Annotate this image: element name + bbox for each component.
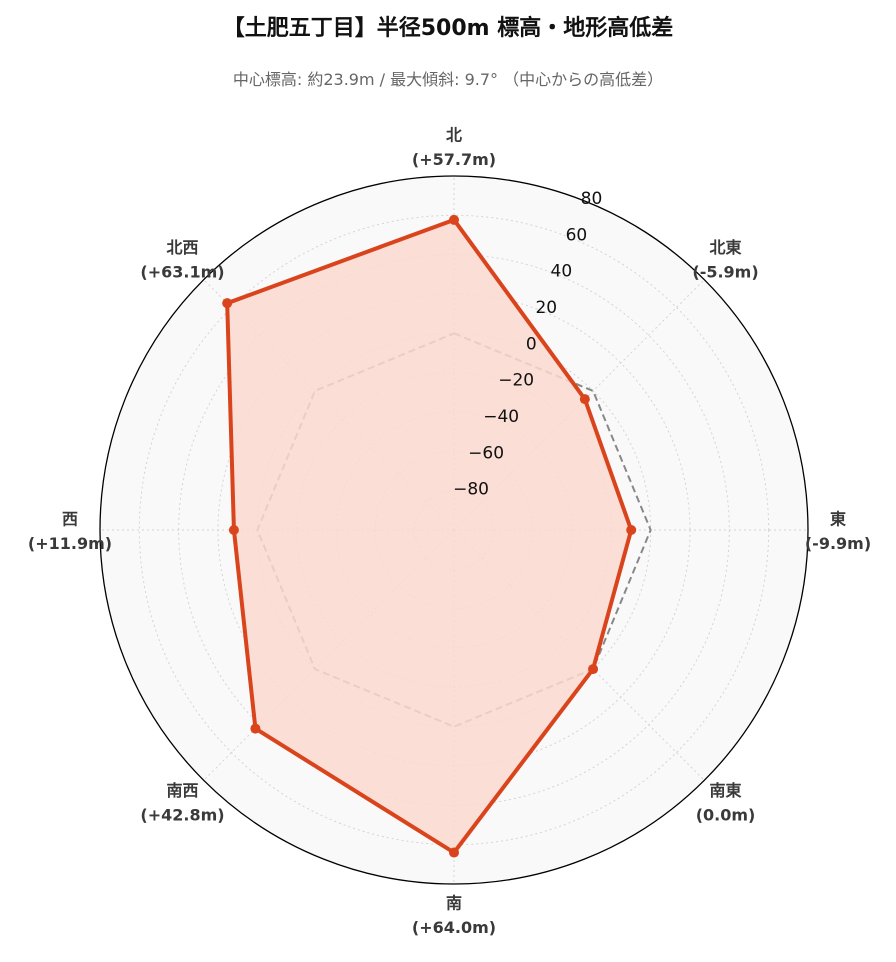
direction-label: 南東(0.0m) [696, 781, 756, 825]
data-point [222, 298, 233, 309]
r-tick-label: 0 [526, 334, 537, 354]
r-tick-label: 20 [535, 298, 557, 318]
direction-label: 南西(+42.8m) [140, 781, 224, 825]
direction-label: 南(+64.0m) [412, 893, 496, 937]
data-point [579, 394, 590, 405]
r-tick-label: −20 [498, 371, 534, 391]
chart-title: 【土肥五丁目】半径500m 標高・地形高低差 [222, 16, 674, 41]
r-tick-label: −80 [453, 480, 489, 500]
r-tick-label: −40 [483, 407, 519, 427]
radial-tick-labels: −80 −60 −40 −20 0 20 40 60 80 [453, 189, 602, 500]
direction-label: 西(+11.9m) [28, 509, 112, 553]
r-tick-label: 40 [551, 262, 573, 282]
r-tick-label: 60 [566, 225, 588, 245]
outer-frame [99, 175, 809, 885]
data-point [626, 525, 637, 535]
r-tick-label: 80 [581, 189, 603, 209]
series-area [227, 219, 632, 853]
data-point [449, 214, 459, 225]
direction-label: 東(-9.9m) [805, 509, 871, 553]
direction-labels: 北(+57.7m) 北東(-5.9m) 東(-9.9m) 南東(0.0m) 南(+64.… [28, 125, 871, 937]
direction-label: 北東(-5.9m) [692, 238, 758, 282]
data-point [228, 525, 239, 535]
grid-ring [138, 214, 770, 846]
direction-label: 北西(+63.1m) [140, 238, 224, 282]
data-point [449, 847, 459, 858]
data-point [588, 664, 599, 675]
series-layer [222, 214, 637, 858]
data-point [250, 723, 261, 734]
direction-label: 北(+57.7m) [412, 125, 496, 169]
r-tick-label: −60 [468, 443, 504, 463]
chart-subtitle: 中心標高: 約23.9m / 最大傾斜: 9.7° （中心からの高低差） [232, 70, 664, 89]
